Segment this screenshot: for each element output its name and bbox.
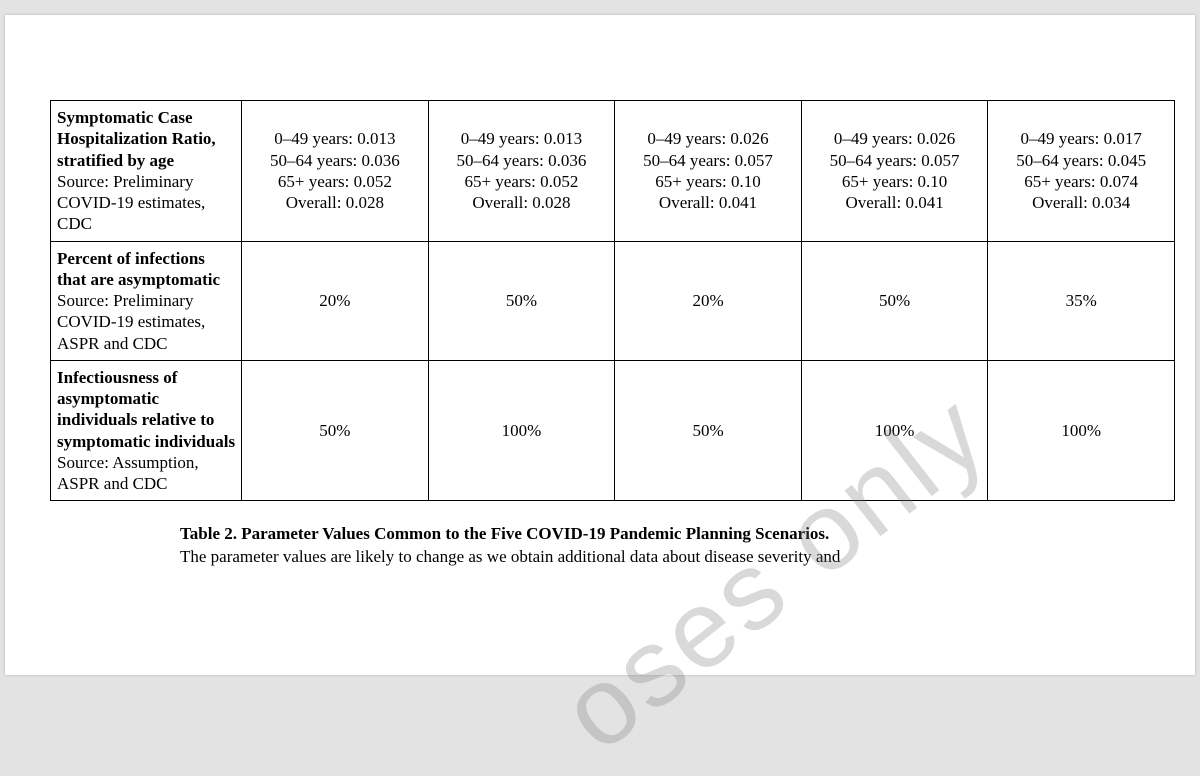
- row-label-bold: Percent of infections that are asymptoma…: [57, 249, 220, 289]
- caption-body: The parameter values are likely to chang…: [180, 547, 840, 566]
- value-line: 0–49 years: 0.013: [435, 128, 609, 149]
- value-line: 50%: [808, 290, 982, 311]
- value-line: 50%: [621, 420, 795, 441]
- value-cell: 100%: [428, 360, 615, 501]
- value-line: 65+ years: 0.10: [621, 171, 795, 192]
- row-label: Percent of infections that are asymptoma…: [51, 241, 242, 360]
- value-line: Overall: 0.041: [621, 192, 795, 213]
- value-cell: 0–49 years: 0.02650–64 years: 0.05765+ y…: [615, 101, 802, 242]
- value-cell: 0–49 years: 0.02650–64 years: 0.05765+ y…: [801, 101, 988, 242]
- row-label-bold: Infectiousness of asymptomatic individua…: [57, 368, 235, 451]
- value-cell: 50%: [242, 360, 429, 501]
- value-line: 65+ years: 0.10: [808, 171, 982, 192]
- parameters-table: Symptomatic Case Hospitalization Ratio, …: [50, 100, 1175, 501]
- value-line: Overall: 0.028: [435, 192, 609, 213]
- value-line: 0–49 years: 0.026: [808, 128, 982, 149]
- value-line: 50%: [248, 420, 422, 441]
- value-line: 0–49 years: 0.026: [621, 128, 795, 149]
- row-label-source: Source: Preliminary COVID-19 estimates, …: [57, 291, 205, 353]
- value-line: 0–49 years: 0.013: [248, 128, 422, 149]
- value-cell: 50%: [615, 360, 802, 501]
- page-content: Symptomatic Case Hospitalization Ratio, …: [50, 100, 1175, 569]
- value-line: Overall: 0.028: [248, 192, 422, 213]
- value-line: 20%: [621, 290, 795, 311]
- table-row: Percent of infections that are asymptoma…: [51, 241, 1175, 360]
- value-line: 35%: [994, 290, 1168, 311]
- value-cell: 0–49 years: 0.01350–64 years: 0.03665+ y…: [242, 101, 429, 242]
- document-page: Symptomatic Case Hospitalization Ratio, …: [5, 15, 1195, 675]
- table-body: Symptomatic Case Hospitalization Ratio, …: [51, 101, 1175, 501]
- value-line: 20%: [248, 290, 422, 311]
- row-label: Infectiousness of asymptomatic individua…: [51, 360, 242, 501]
- value-line: 50%: [435, 290, 609, 311]
- row-label-bold: Symptomatic Case Hospitalization Ratio, …: [57, 108, 216, 170]
- value-cell: 50%: [428, 241, 615, 360]
- value-line: 65+ years: 0.074: [994, 171, 1168, 192]
- row-label: Symptomatic Case Hospitalization Ratio, …: [51, 101, 242, 242]
- value-cell: 100%: [988, 360, 1175, 501]
- row-label-source: Source: Preliminary COVID-19 estimates, …: [57, 172, 205, 234]
- value-line: 65+ years: 0.052: [435, 171, 609, 192]
- value-cell: 20%: [242, 241, 429, 360]
- row-label-source: Source: Assumption, ASPR and CDC: [57, 453, 199, 493]
- table-row: Infectiousness of asymptomatic individua…: [51, 360, 1175, 501]
- table-row: Symptomatic Case Hospitalization Ratio, …: [51, 101, 1175, 242]
- value-line: 100%: [435, 420, 609, 441]
- value-cell: 35%: [988, 241, 1175, 360]
- value-line: 100%: [808, 420, 982, 441]
- value-cell: 20%: [615, 241, 802, 360]
- value-line: 50–64 years: 0.057: [808, 150, 982, 171]
- value-cell: 100%: [801, 360, 988, 501]
- value-line: 100%: [994, 420, 1168, 441]
- value-line: Overall: 0.034: [994, 192, 1168, 213]
- value-line: Overall: 0.041: [808, 192, 982, 213]
- value-cell: 50%: [801, 241, 988, 360]
- value-line: 50–64 years: 0.036: [435, 150, 609, 171]
- value-line: 65+ years: 0.052: [248, 171, 422, 192]
- value-line: 50–64 years: 0.057: [621, 150, 795, 171]
- value-cell: 0–49 years: 0.01750–64 years: 0.04565+ y…: [988, 101, 1175, 242]
- table-caption: Table 2. Parameter Values Common to the …: [180, 523, 1085, 569]
- value-line: 0–49 years: 0.017: [994, 128, 1168, 149]
- value-line: 50–64 years: 0.036: [248, 150, 422, 171]
- value-line: 50–64 years: 0.045: [994, 150, 1168, 171]
- caption-title: Table 2. Parameter Values Common to the …: [180, 524, 829, 543]
- value-cell: 0–49 years: 0.01350–64 years: 0.03665+ y…: [428, 101, 615, 242]
